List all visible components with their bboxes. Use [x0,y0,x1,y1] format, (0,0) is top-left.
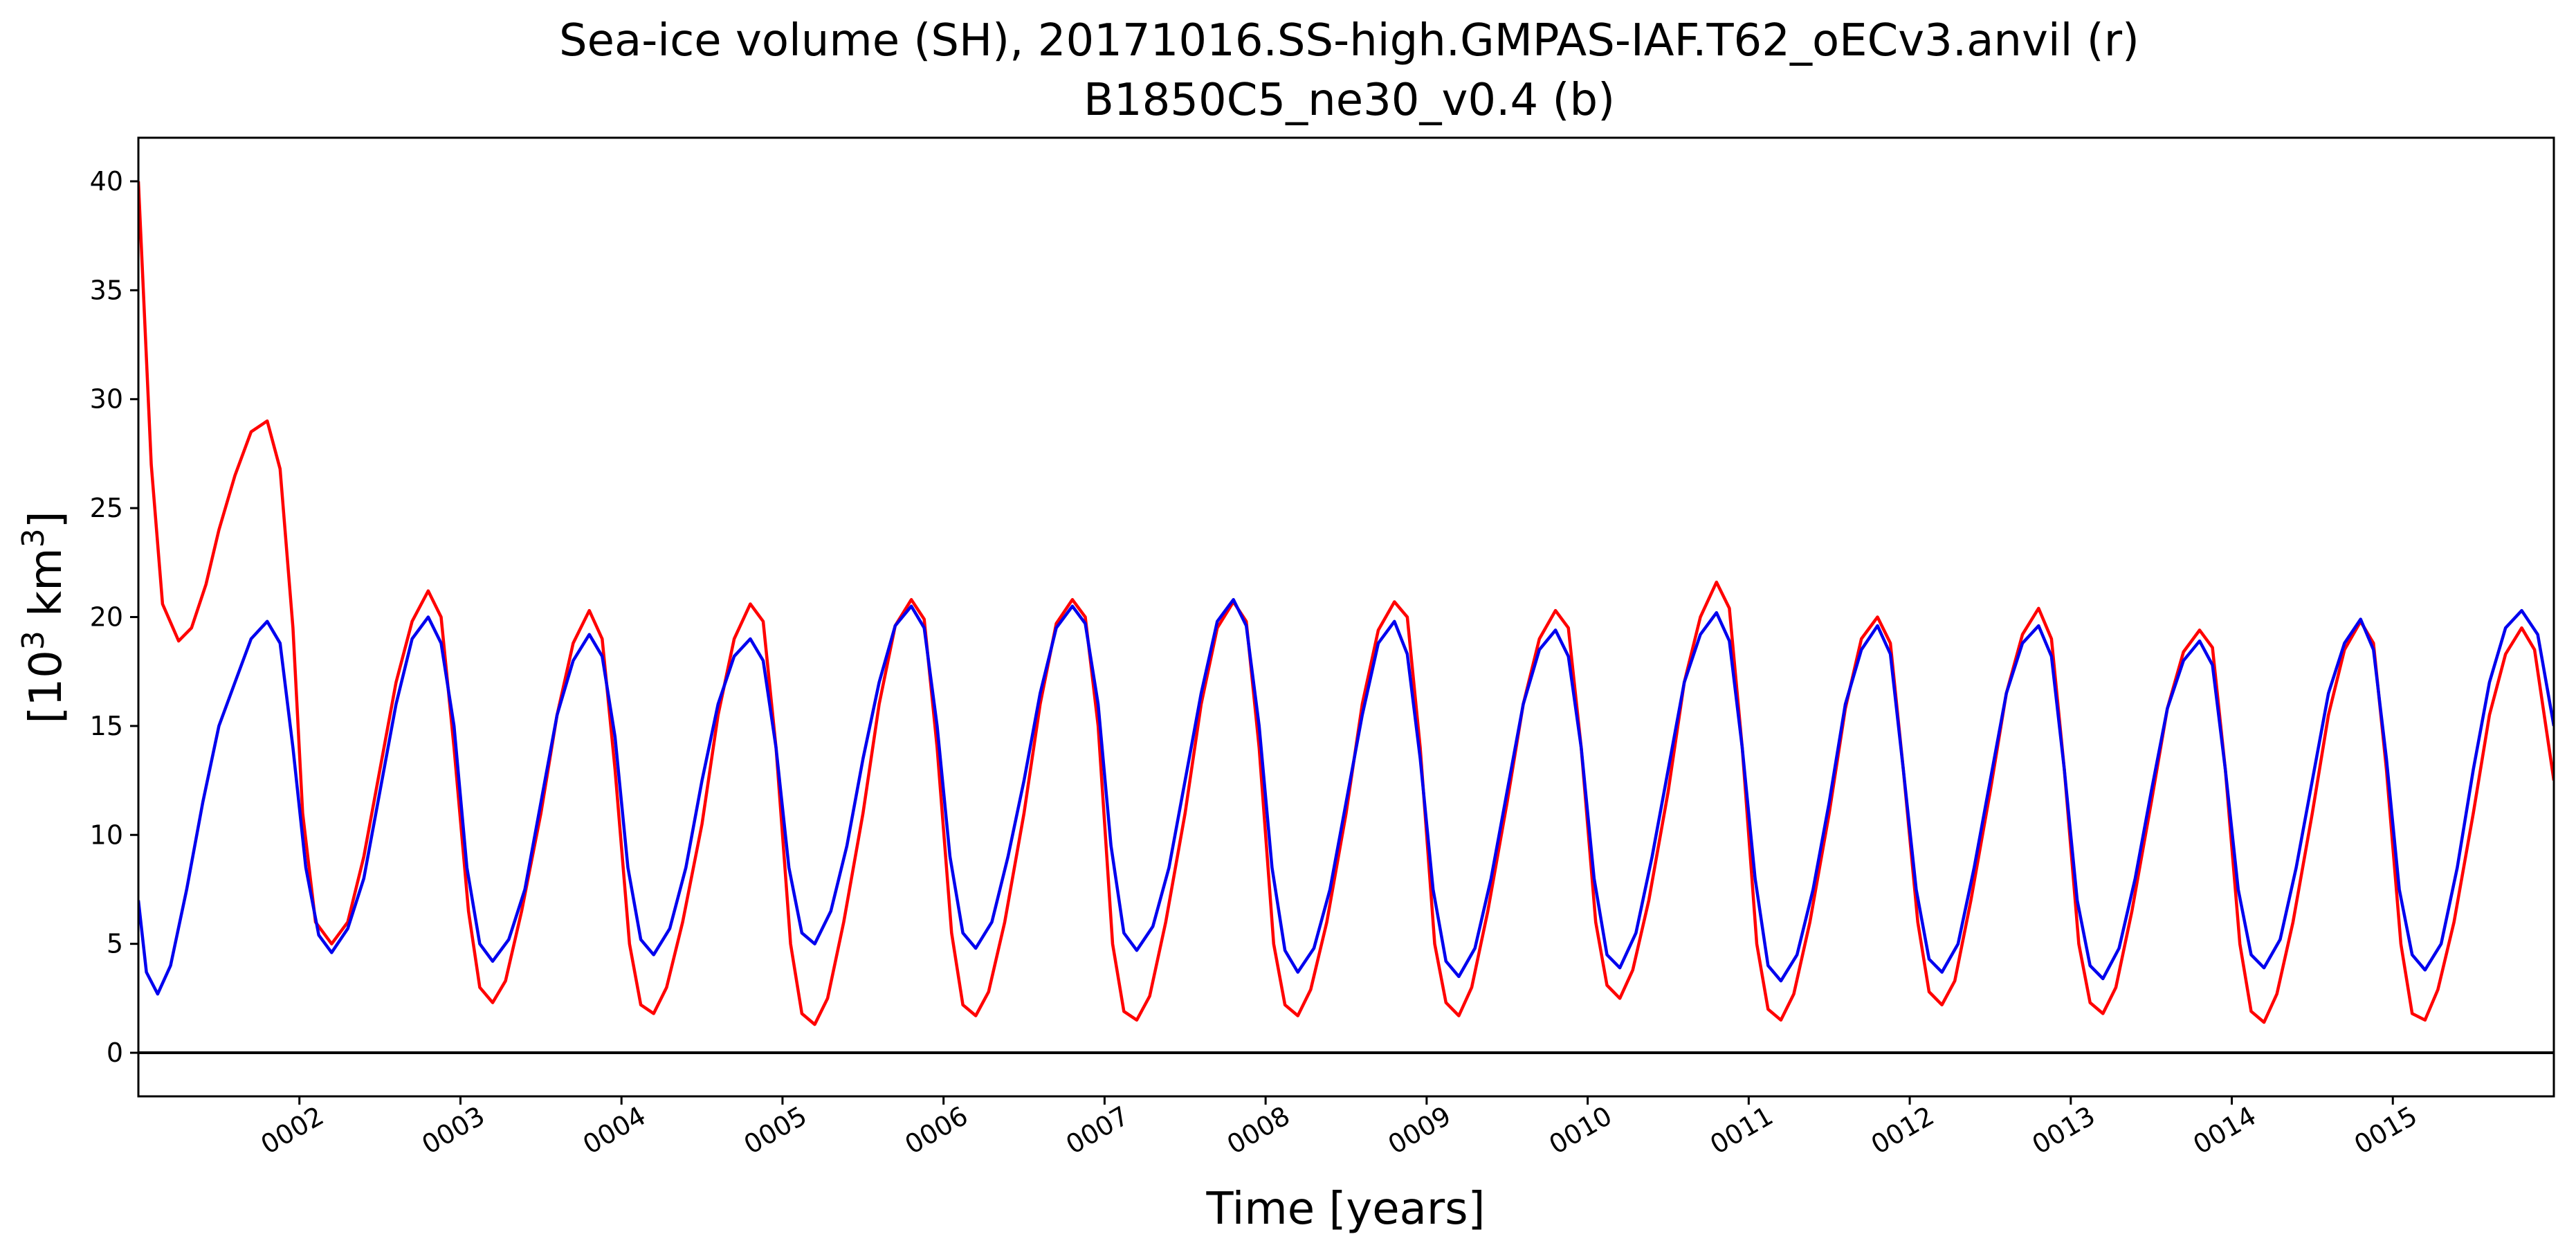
y-tick-label: 40 [90,166,123,197]
y-tick-label: 0 [107,1038,123,1068]
y-axis-label: [103 km3] [16,511,73,723]
y-axis-label-part-3: ] [21,511,72,528]
y-tick-label: 20 [90,602,123,633]
y-tick-label: 35 [90,275,123,305]
y-axis-label-sup-1: 3 [16,631,51,650]
plot-frame [137,136,2555,1098]
y-axis-label-part-1: [10 [21,650,72,723]
chart-subtitle: B1850C5_ne30_v0.4 (b) [1084,75,1615,126]
y-tick-label: 5 [107,929,123,959]
y-axis: 0 5 10 15 20 25 30 35 40 [90,166,138,1068]
y-axis-label-part-2: km [21,547,72,631]
y-tick-label: 15 [90,711,123,741]
series-layer [138,181,2554,1026]
chart-title: Sea-ice volume (SH), 20171016.SS-high.GM… [559,15,2139,66]
x-axis-label: Time [years] [1205,1184,1485,1235]
series-line-blue [138,598,2554,996]
y-tick-label: 25 [90,493,123,523]
y-tick-label: 30 [90,384,123,415]
y-tick-label: 10 [90,819,123,850]
y-axis-label-sup-2: 3 [16,528,51,547]
